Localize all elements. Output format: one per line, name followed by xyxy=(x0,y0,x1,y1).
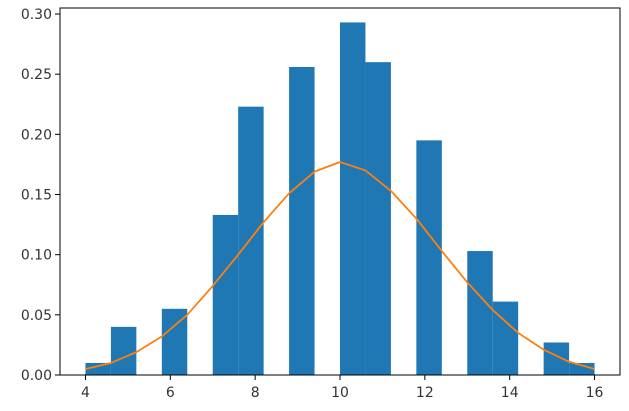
histogram-bars xyxy=(85,22,595,376)
y-tick-label: 0.10 xyxy=(21,248,52,264)
x-tick-label: 16 xyxy=(586,385,604,401)
y-tick-label: 0.20 xyxy=(21,127,52,143)
x-tick-label: 14 xyxy=(501,385,519,401)
histogram-bar xyxy=(340,22,366,375)
x-tick-label: 6 xyxy=(166,385,175,401)
histogram-bar xyxy=(85,362,111,375)
y-axis-ticks: 0.00 0.05 0.10 0.15 0.20 0.25 0.30 xyxy=(21,7,60,384)
y-tick-label: 0.15 xyxy=(21,188,52,204)
histogram-bar xyxy=(543,342,570,375)
histogram-bar xyxy=(110,326,137,375)
histogram-bar xyxy=(238,106,264,376)
x-axis-ticks: 4 6 8 10 12 14 16 xyxy=(81,375,604,401)
histogram-bar xyxy=(212,214,239,375)
histogram-bar xyxy=(289,66,315,376)
y-tick-label: 0.25 xyxy=(21,67,52,83)
x-tick-label: 8 xyxy=(251,385,260,401)
histogram-bar xyxy=(416,140,442,375)
histogram-bar xyxy=(467,251,493,375)
y-tick-label: 0.30 xyxy=(21,7,52,23)
x-tick-label: 10 xyxy=(331,385,349,401)
x-tick-label: 4 xyxy=(81,385,90,401)
y-tick-label: 0.00 xyxy=(21,368,52,384)
x-tick-label: 12 xyxy=(416,385,434,401)
histogram-bar xyxy=(161,308,188,375)
density-line-group xyxy=(85,161,595,370)
histogram-bar xyxy=(569,362,595,375)
y-tick-label: 0.05 xyxy=(21,308,52,324)
histogram-bar xyxy=(365,62,391,376)
density-curve-line xyxy=(85,161,595,370)
